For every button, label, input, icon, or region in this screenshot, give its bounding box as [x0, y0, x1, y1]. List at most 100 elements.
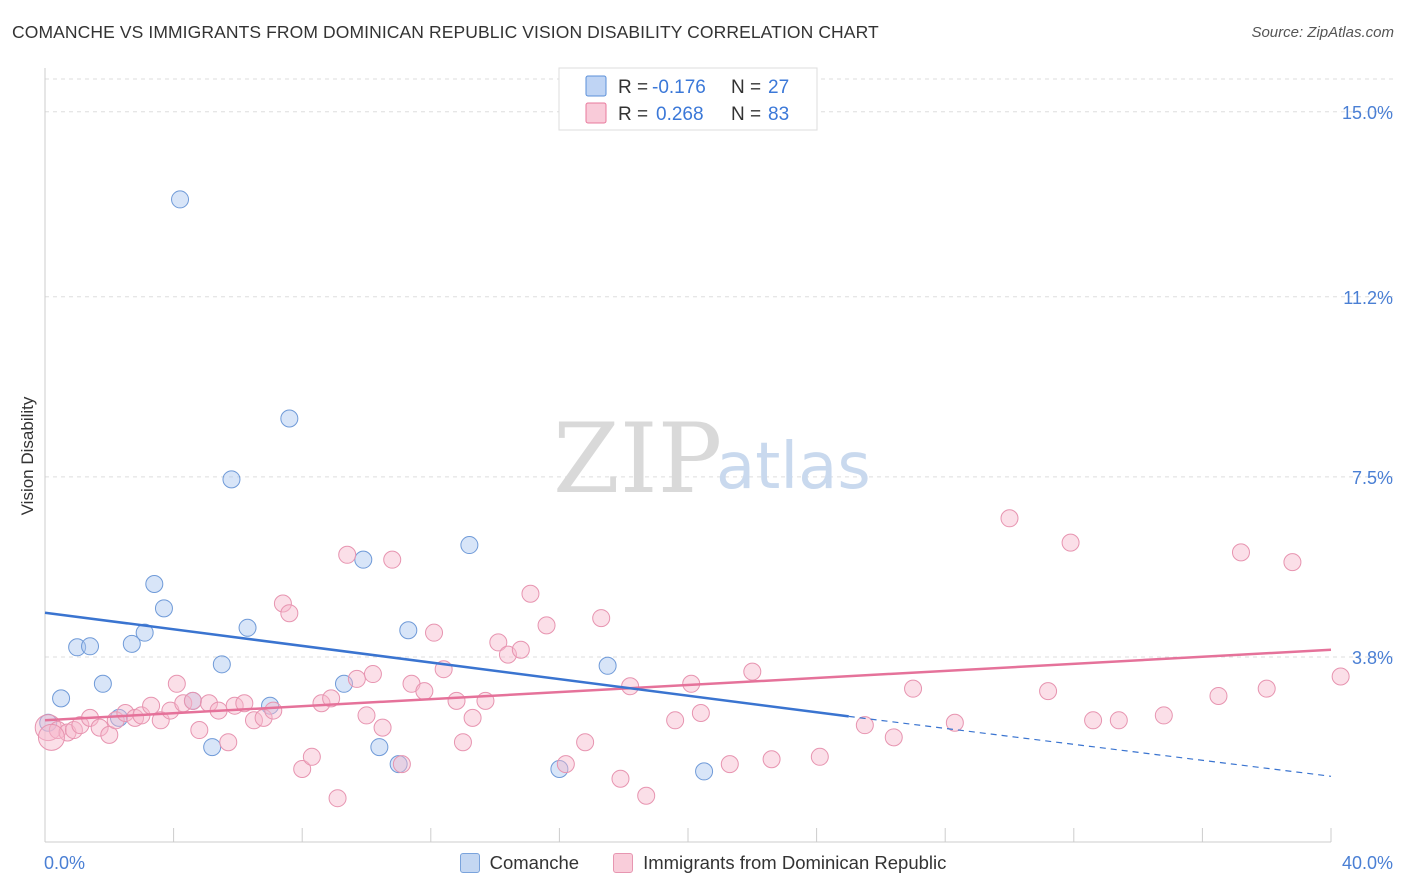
point-dominican [363, 665, 382, 684]
point-dominican [1231, 543, 1250, 562]
point-dominican [537, 616, 556, 635]
point-dominican [1084, 711, 1103, 730]
legend-n-value-comanche: 27 [768, 77, 789, 98]
point-dominican [810, 747, 829, 766]
point-comanche [460, 536, 479, 555]
point-dominican [720, 755, 739, 774]
x-tick-label-max: 40.0% [1342, 853, 1393, 873]
legend-r-label-dominican: R = [618, 104, 648, 125]
legend-swatch-dominican [585, 102, 607, 124]
point-dominican [167, 674, 186, 693]
point-dominican [338, 545, 357, 564]
point-dominican [556, 755, 575, 774]
point-dominican [884, 728, 903, 747]
point-dominican [90, 718, 109, 737]
point-dominican [1154, 706, 1173, 725]
point-dominican [945, 713, 964, 732]
point-comanche [68, 638, 87, 657]
point-dominican [357, 706, 376, 725]
point-dominican [392, 755, 411, 774]
point-dominican [312, 694, 331, 713]
point-dominican [489, 633, 508, 652]
series-legend: Comanche Immigrants from Dominican Repub… [0, 852, 1406, 874]
trendline-comanche-extension [848, 715, 1332, 777]
point-dominican [273, 594, 292, 613]
watermark-atlas: atlas [716, 430, 871, 504]
point-dominican [425, 623, 444, 642]
series-swatch-dominican [613, 853, 634, 873]
series-legend-item-dominican: Immigrants from Dominican Republic [613, 852, 946, 874]
point-comanche [122, 634, 141, 653]
points-comanche [39, 190, 714, 781]
trend-lines [44, 611, 1332, 777]
point-comanche [145, 575, 164, 593]
point-dominican [521, 584, 540, 603]
series-legend-item-comanche: Comanche [459, 852, 580, 874]
watermark: ZIP atlas [553, 403, 871, 515]
x-tick-labels: 0.0% 40.0% [44, 853, 1393, 873]
point-comanche [370, 738, 389, 757]
point-dominican [71, 716, 90, 735]
series-label-comanche: Comanche [489, 852, 580, 873]
legend-n-label-comanche: N = [731, 77, 761, 98]
legend-swatch-comanche [585, 75, 607, 97]
point-dominican [219, 733, 238, 752]
point-dominican [1331, 667, 1350, 686]
legend-r-label-comanche: R = [618, 77, 648, 98]
point-comanche [354, 550, 373, 569]
point-comanche [93, 674, 112, 693]
point-dominican [576, 733, 595, 752]
point-comanche [695, 762, 714, 781]
point-dominican [743, 662, 762, 681]
source-label: Source: ZipAtlas.com [1251, 24, 1394, 41]
point-comanche [171, 190, 190, 209]
point-dominican [302, 747, 321, 766]
point-dominican [373, 718, 392, 737]
point-dominican [453, 733, 472, 752]
point-dominican [1000, 509, 1019, 528]
point-dominican [383, 550, 402, 569]
point-dominican [611, 769, 630, 788]
point-comanche [81, 637, 100, 656]
point-dominican [1109, 711, 1128, 730]
point-dominican [183, 691, 202, 710]
point-comanche [52, 689, 71, 708]
point-comanche [280, 409, 299, 428]
point-dominican [1039, 682, 1058, 701]
point-dominican [855, 716, 874, 735]
point-dominican [235, 694, 254, 713]
series-label-dominican: Immigrants from Dominican Republic [643, 852, 947, 873]
point-dominican [293, 759, 312, 778]
point-comanche [222, 470, 241, 489]
gridlines [45, 78, 1393, 658]
point-dominican [264, 701, 283, 720]
x-tick-label-min: 0.0% [44, 853, 85, 873]
point-dominican [447, 691, 466, 710]
point-dominican [1209, 686, 1228, 705]
x-ticks [44, 828, 1332, 842]
legend-n-label-dominican: N = [731, 104, 761, 125]
point-comanche [399, 621, 418, 640]
point-dominican [904, 679, 923, 698]
point-comanche [203, 738, 222, 757]
point-dominican [463, 708, 482, 727]
point-dominican [37, 723, 65, 751]
point-dominican [347, 669, 366, 688]
series-swatch-comanche [459, 853, 480, 873]
y-tick-label: 15.0% [1342, 103, 1393, 123]
legend-n-value-dominican: 83 [768, 104, 789, 125]
point-comanche [154, 599, 173, 618]
point-dominican [666, 711, 685, 730]
point-dominican [415, 682, 434, 701]
y-tick-label: 11.2% [1343, 288, 1393, 308]
y-tick-labels: 3.8% 7.5% 11.2% 15.0% [1342, 103, 1393, 668]
trendline-dominican [44, 648, 1332, 722]
points-dominican [34, 509, 1350, 808]
point-dominican [280, 604, 299, 623]
point-dominican [322, 689, 341, 708]
point-comanche [238, 618, 257, 637]
correlation-legend: R = -0.176 N = 27 R = 0.268 N = 83 [558, 67, 818, 131]
point-dominican [1061, 533, 1080, 552]
legend-r-value-dominican: 0.268 [656, 104, 704, 125]
point-dominican [1283, 553, 1302, 572]
